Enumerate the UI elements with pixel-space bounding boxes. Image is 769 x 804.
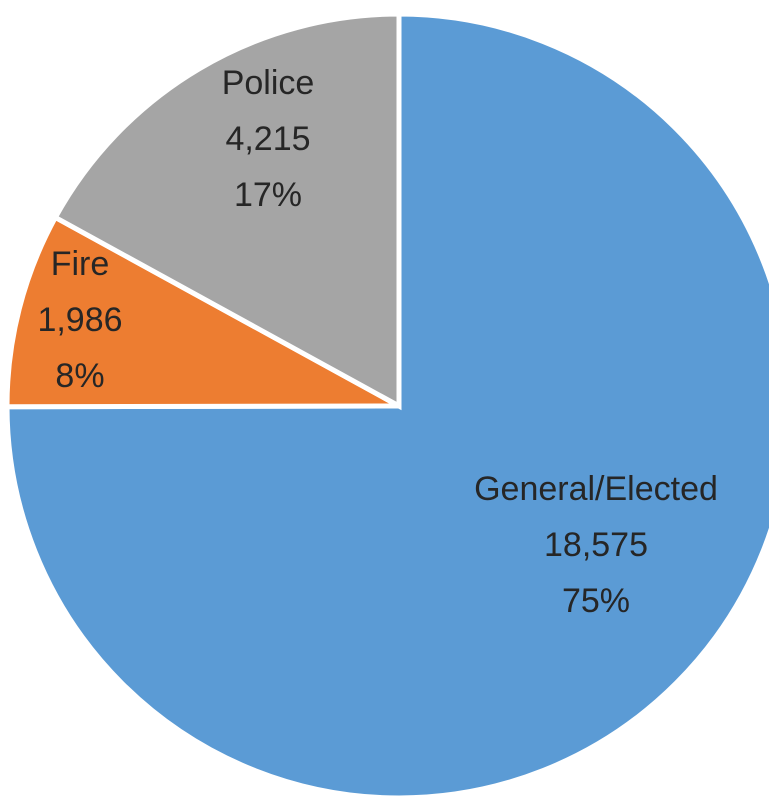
slice-percent-fire: 8% [55,357,104,395]
slice-value-police: 4,215 [225,120,310,158]
pie-slices [4,11,769,801]
slice-value-general-elected: 18,575 [544,526,648,564]
pie-slice-fire [4,214,401,410]
slice-label-fire: Fire [51,245,110,283]
slice-value-fire: 1,986 [37,301,122,339]
pie-slice-police [51,11,402,411]
slice-percent-general-elected: 75% [562,582,630,620]
pie-labels: General/Elected 18,575 75% Fire 1,986 8% Polic… [37,64,717,620]
slice-label-general-elected: General/Elected [474,470,718,508]
slice-label-police: Police [222,64,315,102]
pie-slice-general-elected [4,11,769,801]
slice-percent-police: 17% [234,176,302,214]
